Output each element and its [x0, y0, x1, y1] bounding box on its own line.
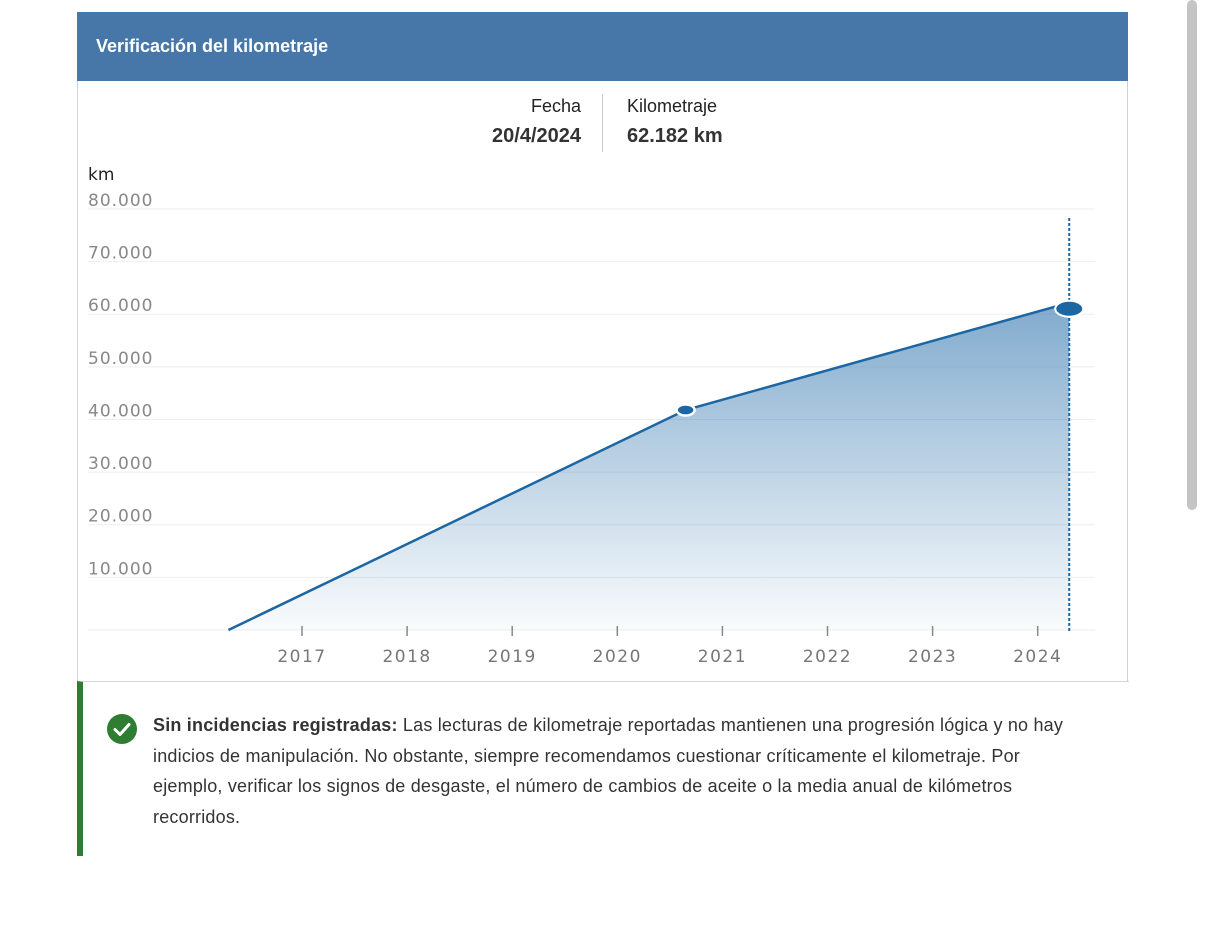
tooltip-divider	[602, 94, 603, 152]
x-tick-label: 2020	[593, 647, 642, 667]
tooltip-km-label: Kilometraje	[627, 96, 718, 116]
y-tick-label: 10.000	[88, 559, 153, 579]
card-header: Verificación del kilometraje	[77, 12, 1128, 81]
tooltip-date-value: 20/4/2024	[492, 125, 581, 147]
y-tick-label: 30.000	[88, 454, 153, 474]
tooltip-date: Fecha 20/4/2024	[492, 96, 581, 148]
check-circle-icon	[107, 714, 137, 744]
no-incidents-alert: Sin incidencias registradas: Las lectura…	[77, 681, 1129, 856]
mileage-chart[interactable]: km 10.000 20.000 30.000 40.000 50.000 60.000 7…	[0, 0, 1206, 680]
area-fill	[228, 302, 1070, 630]
x-tick-label: 2024	[1013, 647, 1062, 667]
x-tick-label: 2018	[382, 647, 431, 667]
data-point-active	[1054, 299, 1085, 318]
tooltip-km-value: 62.182 km	[627, 125, 723, 147]
card-title: Verificación del kilometraje	[96, 36, 329, 56]
y-tick-label: 40.000	[88, 401, 153, 421]
x-tick-label: 2021	[698, 647, 747, 667]
tooltip-date-label: Fecha	[530, 96, 581, 116]
x-tick-label: 2017	[277, 647, 326, 667]
y-tick-label: 50.000	[88, 349, 153, 369]
alert-body: Las lecturas de kilometraje reportadas m…	[153, 715, 1064, 827]
x-tick-label: 2023	[908, 647, 957, 667]
y-tick-label: 70.000	[88, 244, 153, 264]
tooltip-km: Kilometraje 62.182 km	[627, 96, 723, 148]
y-tick-label: 60.000	[88, 296, 153, 316]
y-tick-label: 80.000	[88, 191, 153, 211]
alert-text: Sin incidencias registradas: Las lectura…	[153, 710, 1093, 832]
alert-title: Sin incidencias registradas:	[153, 715, 398, 735]
x-tick-label: 2022	[803, 647, 852, 667]
data-point	[675, 403, 696, 417]
y-axis-label: km	[88, 165, 114, 185]
x-tick-label: 2019	[488, 647, 537, 667]
scrollbar[interactable]	[1187, 0, 1197, 510]
y-tick-label: 20.000	[88, 507, 153, 527]
